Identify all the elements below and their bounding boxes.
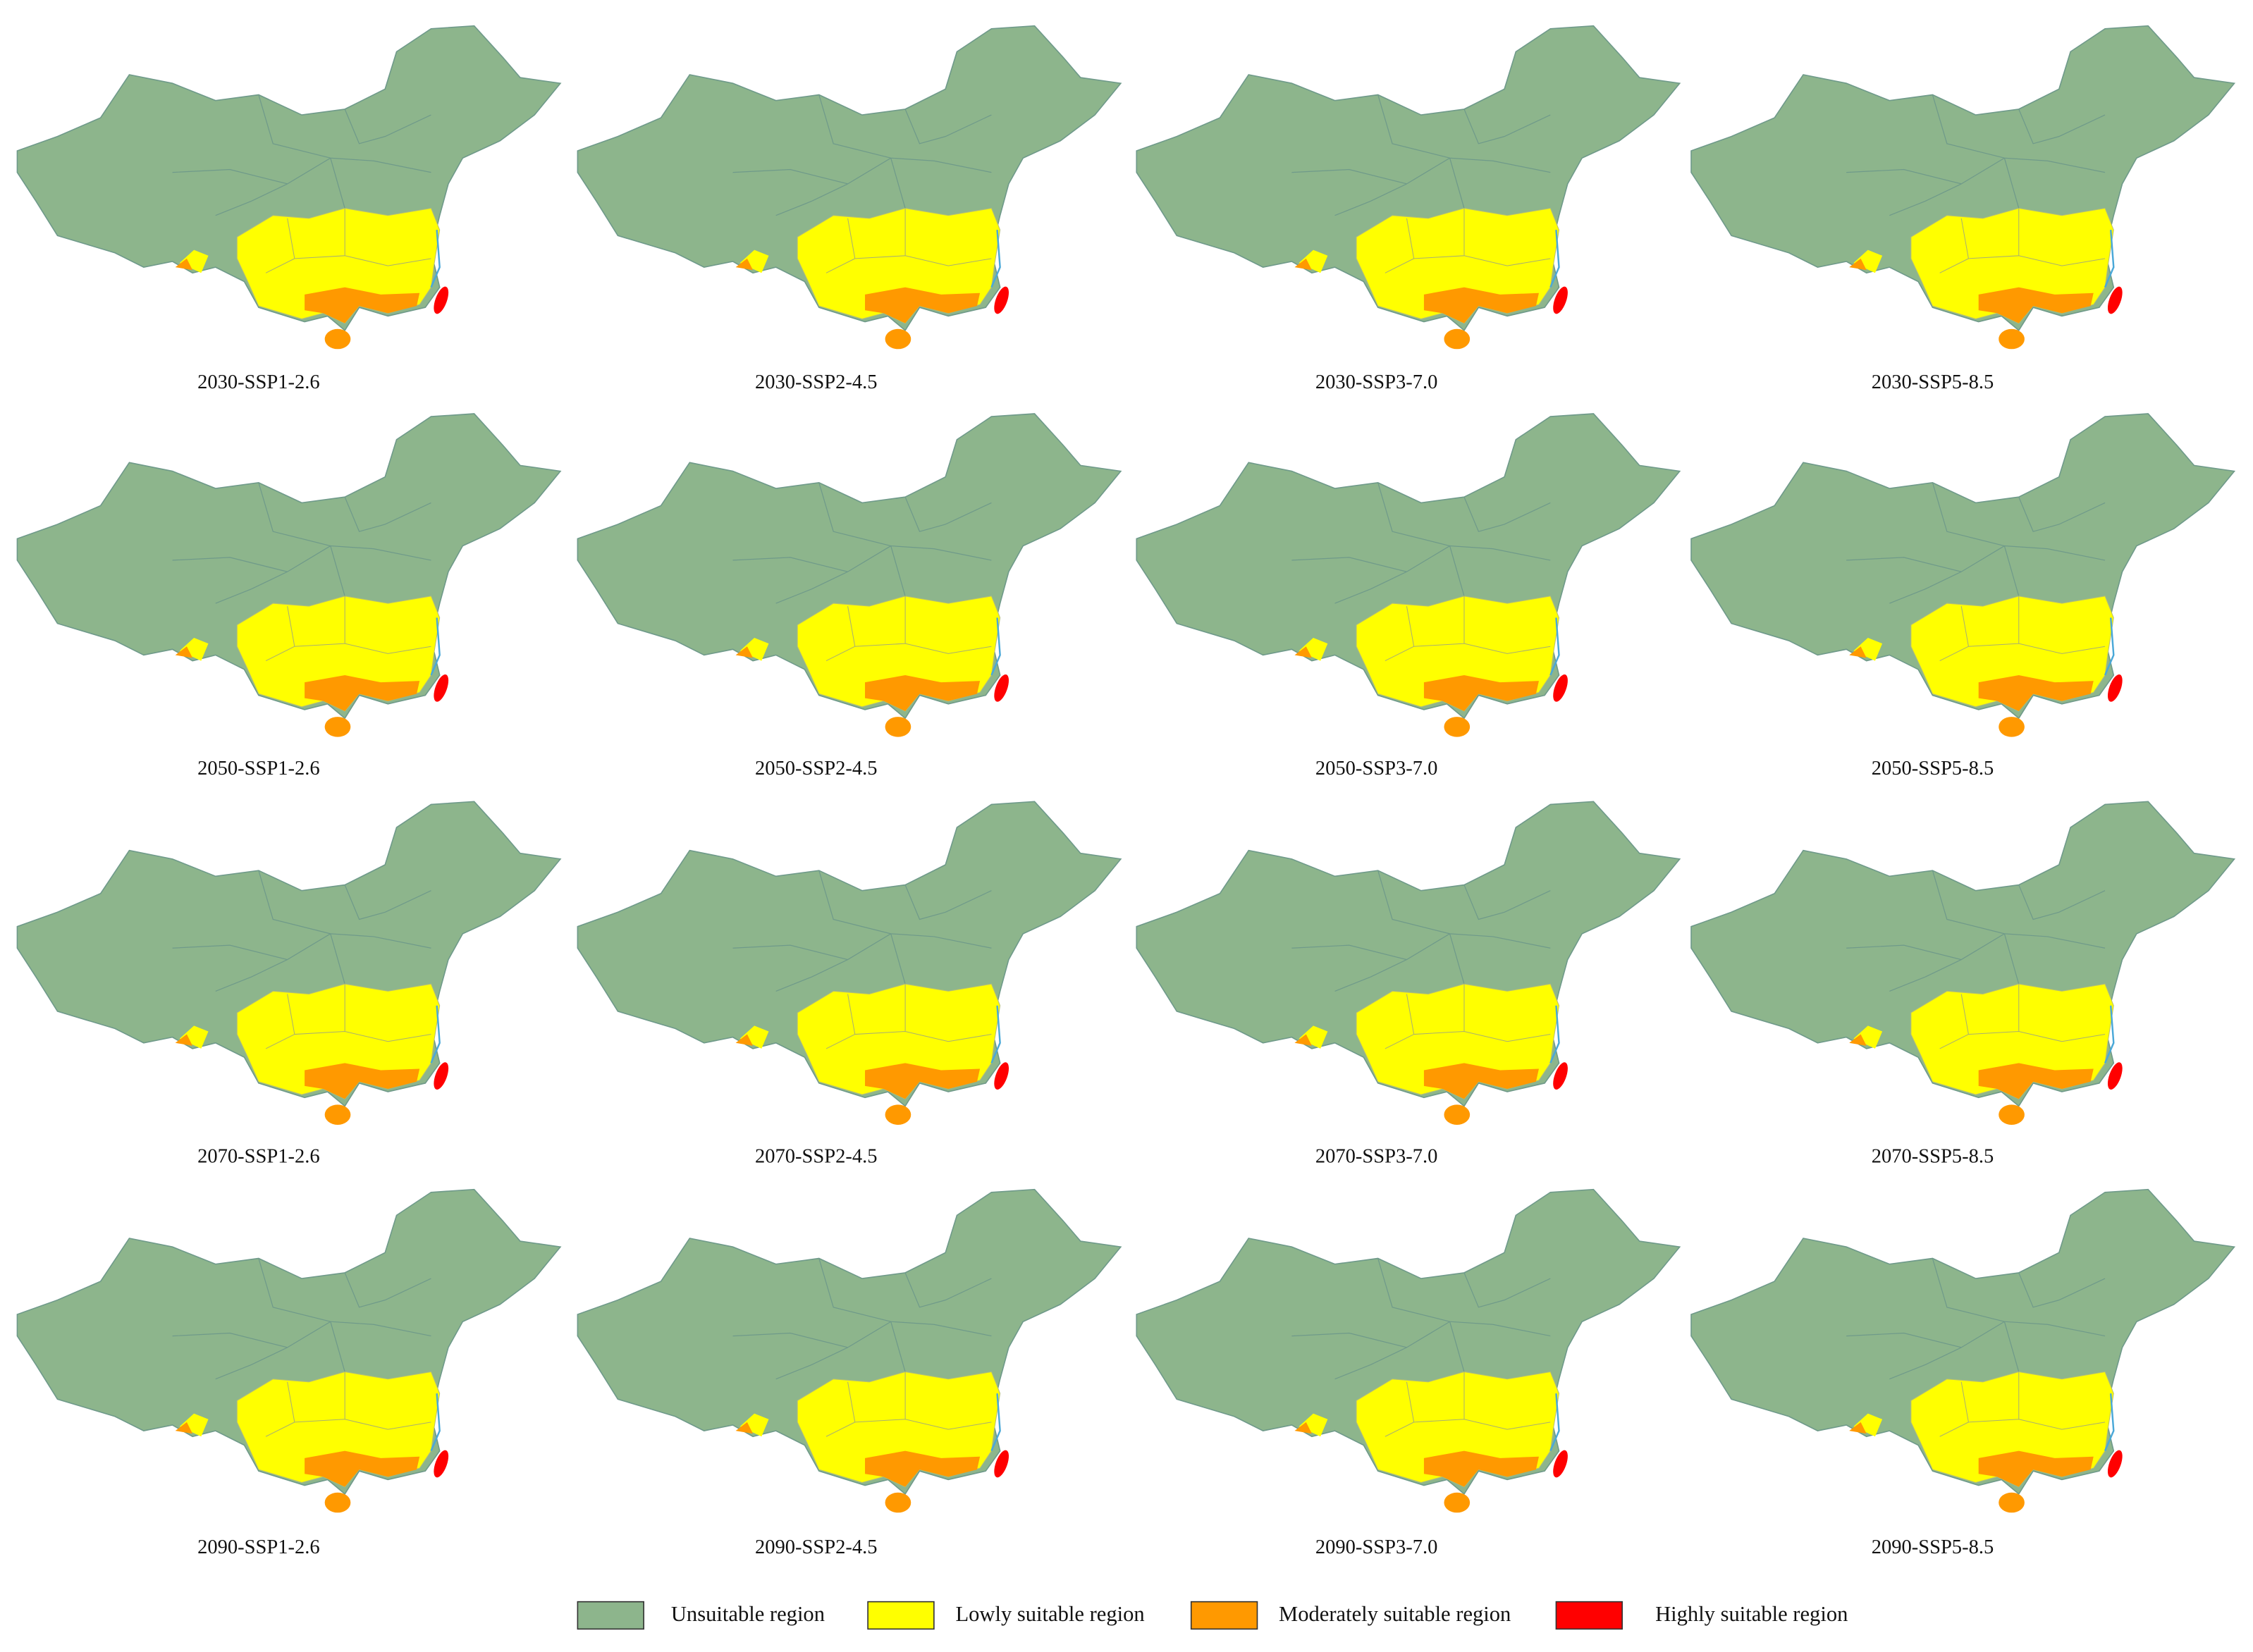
map-panel: 2070-SSP2-4.5 bbox=[577, 801, 1122, 1167]
panel-label: 2030-SSP1-2.6 bbox=[197, 371, 320, 393]
china-map bbox=[16, 412, 562, 738]
legend-swatch bbox=[867, 1601, 935, 1630]
map-panel: 2070-SSP3-7.0 bbox=[1136, 801, 1681, 1167]
panel-label: 2090-SSP3-7.0 bbox=[1315, 1536, 1438, 1558]
china-map bbox=[577, 412, 1122, 738]
legend-label: Unsuitable region bbox=[671, 1602, 825, 1626]
map-panel: 2050-SSP1-2.6 bbox=[16, 412, 562, 779]
map-panel: 2030-SSP2-4.5 bbox=[577, 25, 1122, 393]
map-panel: 2090-SSP1-2.6 bbox=[16, 1188, 562, 1558]
map-panel: 2050-SSP3-7.0 bbox=[1136, 412, 1681, 779]
china-map bbox=[16, 801, 562, 1126]
legend-swatch bbox=[577, 1601, 644, 1630]
map-panel: 2030-SSP3-7.0 bbox=[1136, 25, 1681, 393]
panel-label: 2030-SSP3-7.0 bbox=[1315, 371, 1438, 393]
china-map bbox=[16, 1188, 562, 1514]
map-panel: 2090-SSP2-4.5 bbox=[577, 1188, 1122, 1558]
map-panel: 2090-SSP3-7.0 bbox=[1136, 1188, 1681, 1558]
legend-label: Highly suitable region bbox=[1655, 1602, 1848, 1626]
legend: Unsuitable region Lowly suitable region Mo… bbox=[577, 1601, 1848, 1630]
map-panel: 2090-SSP5-8.5 bbox=[1690, 1188, 2235, 1558]
legend-swatch bbox=[1555, 1601, 1623, 1630]
china-map bbox=[1136, 1188, 1681, 1514]
china-map bbox=[1690, 25, 2235, 350]
china-map bbox=[1136, 412, 1681, 738]
panel-label: 2090-SSP5-8.5 bbox=[1872, 1536, 1994, 1558]
panel-label: 2070-SSP3-7.0 bbox=[1315, 1145, 1438, 1167]
map-panel: 2070-SSP1-2.6 bbox=[16, 801, 562, 1167]
panel-label: 2070-SSP2-4.5 bbox=[755, 1145, 878, 1167]
china-map bbox=[1136, 25, 1681, 350]
panel-label: 2030-SSP5-8.5 bbox=[1872, 371, 1994, 393]
legend-swatch bbox=[1190, 1601, 1258, 1630]
panel-grid: 2030-SSP1-2.6 2030-SSP2-4.5 2030-SSP3-7.0 2… bbox=[16, 25, 2235, 1558]
map-panel: 2070-SSP5-8.5 bbox=[1690, 801, 2235, 1167]
china-map bbox=[1690, 1188, 2235, 1514]
panel-label: 2070-SSP5-8.5 bbox=[1872, 1145, 1994, 1167]
panel-label: 2050-SSP5-8.5 bbox=[1872, 758, 1994, 779]
panel-label: 2050-SSP2-4.5 bbox=[755, 758, 878, 779]
china-map bbox=[16, 25, 562, 350]
legend-label: Moderately suitable region bbox=[1279, 1602, 1511, 1626]
panel-label: 2070-SSP1-2.6 bbox=[197, 1145, 320, 1167]
panel-label: 2090-SSP2-4.5 bbox=[755, 1536, 878, 1558]
panel-label: 2050-SSP1-2.6 bbox=[197, 758, 320, 779]
map-panel: 2050-SSP5-8.5 bbox=[1690, 412, 2235, 779]
map-panel: 2030-SSP1-2.6 bbox=[16, 25, 562, 393]
china-map bbox=[1690, 412, 2235, 738]
legend-label: Lowly suitable region bbox=[955, 1602, 1144, 1626]
china-map bbox=[577, 801, 1122, 1126]
china-map bbox=[1136, 801, 1681, 1126]
map-panel: 2030-SSP5-8.5 bbox=[1690, 25, 2235, 393]
panel-label: 2030-SSP2-4.5 bbox=[755, 371, 878, 393]
panel-label: 2050-SSP3-7.0 bbox=[1315, 758, 1438, 779]
panel-label: 2090-SSP1-2.6 bbox=[197, 1536, 320, 1558]
map-panel: 2050-SSP2-4.5 bbox=[577, 412, 1122, 779]
china-map bbox=[577, 25, 1122, 350]
china-map bbox=[577, 1188, 1122, 1514]
china-map bbox=[1690, 801, 2235, 1126]
